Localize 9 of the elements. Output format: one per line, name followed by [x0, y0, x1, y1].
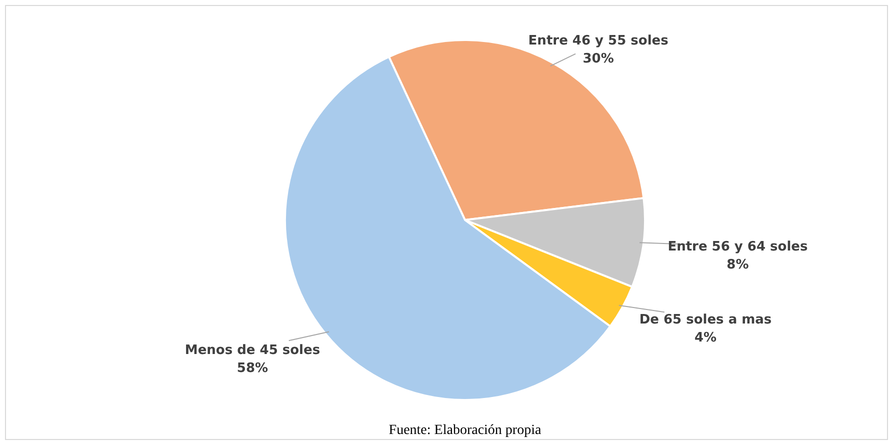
slice-label: Entre 56 y 64 soles — [668, 239, 808, 254]
data-label: 4% — [694, 330, 717, 346]
data-label: 8% — [726, 257, 749, 272]
slice-label: De 65 soles a mas — [639, 312, 772, 328]
data-label: 58% — [236, 361, 268, 376]
slice-label: Entre 46 y 55 soles — [528, 34, 669, 49]
source-note: Fuente: Elaboración propia — [388, 423, 542, 438]
slice-label: Menos de 45 soles — [184, 343, 320, 358]
data-label: 30% — [582, 52, 614, 67]
